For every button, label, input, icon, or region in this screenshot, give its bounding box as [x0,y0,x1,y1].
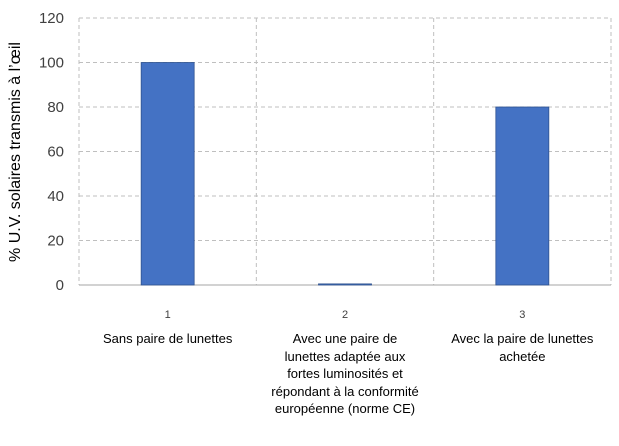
x-category-numbers: 1 2 3 [165,309,526,321]
y-tick-label-120: 120 [39,10,64,27]
x-tick-label-3: 3 [519,309,525,321]
y-tick-label-80: 80 [47,99,64,116]
y-tick-label-0: 0 [56,277,64,294]
x-tick-label-1: 1 [165,309,171,321]
category-description-3: Avec la paire de lunettes achetée [451,331,594,364]
y-tick-labels: 0 20 40 60 80 100 120 [39,10,64,294]
y-tick-label-100: 100 [39,55,64,72]
x-tick-label-2: 2 [342,309,348,321]
bars [140,62,550,286]
y-axis-label: % U.V. solaires transmis à l’œil [7,42,24,262]
y-tick-label-60: 60 [47,144,64,161]
bar-2 [318,283,372,286]
category-description-1: Sans paire de lunettes [102,331,233,346]
bar-1 [140,62,195,286]
y-tick-label-40: 40 [47,188,64,205]
category-description-2: Avec une paire de lunettes adaptée aux f… [271,331,419,417]
bar-3 [495,106,550,286]
y-tick-label-20: 20 [47,233,64,250]
